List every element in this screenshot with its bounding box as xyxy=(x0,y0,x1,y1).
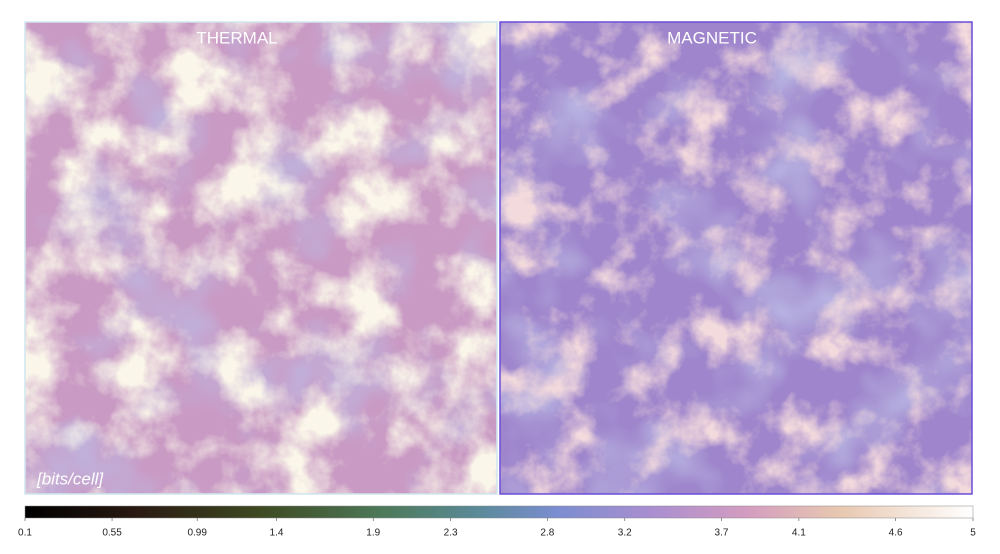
panel-texture xyxy=(500,22,972,494)
magnetic-panel: MAGNETIC xyxy=(499,21,973,495)
unit-label: [bits/cell] xyxy=(36,469,104,488)
colorbar-tick-label: 1.4 xyxy=(270,528,284,539)
colorbar: 0.1 0.55 0.99 1.4 1.9 2.3 2.8 3.2 3.7 4.1 4.6 5 xyxy=(18,505,976,539)
panel-title: THERMAL xyxy=(196,28,277,47)
colorbar-tick-label: 3.2 xyxy=(618,528,632,539)
panel-title: MAGNETIC xyxy=(667,28,757,47)
thermal-panel: THERMAL [bits/cell] xyxy=(24,21,498,495)
colorbar-tick-label: 2.3 xyxy=(444,528,458,539)
colorbar-tick-label: 2.8 xyxy=(540,528,554,539)
colorbar-tick-label: 4.1 xyxy=(792,528,806,539)
colorbar-tick-label: 1.9 xyxy=(366,528,380,539)
colorbar-tick-label: 0.1 xyxy=(18,528,32,539)
panel-texture xyxy=(25,22,497,494)
colorbar-gradient xyxy=(24,505,974,519)
panel-border xyxy=(499,21,973,495)
panel-border xyxy=(24,21,498,495)
colorbar-tick-label: 5 xyxy=(970,528,976,539)
colorbar-tick-label: 0.55 xyxy=(102,528,122,539)
colorbar-tick-label: 3.7 xyxy=(715,528,729,539)
colorbar-tick-label: 0.99 xyxy=(187,528,207,539)
colorbar-tick-label: 4.6 xyxy=(889,528,903,539)
